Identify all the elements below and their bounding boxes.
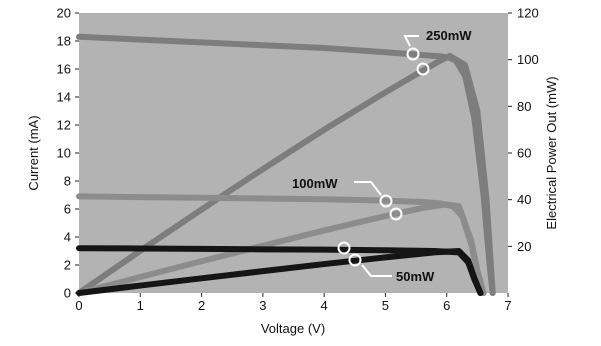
series-label-50mw: 50mW [396,269,435,284]
callout-50mw-marker [337,241,351,255]
series-250mw-power-line [76,52,496,296]
x-tick-label: 2 [198,298,205,313]
x-tick-label: 3 [259,298,266,313]
y-tick-label: 16 [57,62,71,77]
series-50mw-power-line [76,248,484,296]
y2-tick-label: 40 [517,192,531,207]
y-tick-label: 8 [64,174,71,189]
x-axis-ticks: 0 1 2 3 4 5 6 7 [75,293,512,313]
series-callouts: 250mW 100mW 50mW [292,28,472,284]
left-axis-ticks: 0 2 4 6 8 10 12 14 16 18 20 [57,6,79,301]
callout-100mw-marker [389,207,403,221]
y2-tick-label: 80 [517,99,531,114]
x-tick-label: 4 [321,298,328,313]
callout-250mw-marker [416,62,430,76]
series-layer [76,33,496,296]
callout-250mw-leader [403,35,419,47]
x-tick-label: 6 [443,298,450,313]
y2-tick-label: 100 [517,52,539,67]
x-tick-label: 7 [504,298,511,313]
y-tick-label: 2 [64,258,71,273]
callout-50mw-marker [348,253,362,267]
callout-50mw-leader [361,264,392,277]
y-tick-label: 20 [57,6,71,21]
callout-100mw-leader [354,181,382,196]
y2-tick-label: 60 [517,146,531,161]
y-axis-label: Current (mA) [26,115,41,190]
callout-250mw-marker [406,47,420,61]
right-axis-ticks: 20 40 60 80 100 120 [508,6,539,254]
y-tick-label: 4 [64,230,71,245]
series-label-250mw: 250mW [426,28,472,43]
series-100mw-power-line [76,201,487,296]
y-tick-label: 0 [64,286,71,301]
x-tick-label: 0 [75,298,82,313]
y-tick-label: 14 [57,90,71,105]
y-tick-label: 10 [57,146,71,161]
y2-tick-label: 20 [517,239,531,254]
y2-tick-label: 120 [517,6,539,21]
series-label-100mw: 100mW [292,176,338,191]
x-tick-label: 1 [137,298,144,313]
y2-axis-label: Electrical Power Out (mW) [544,76,559,229]
x-tick-label: 5 [382,298,389,313]
y-tick-label: 18 [57,34,71,49]
y-tick-label: 12 [57,118,71,133]
x-axis-label: Voltage (V) [261,321,325,336]
callout-100mw-marker [379,194,393,208]
y-tick-label: 6 [64,202,71,217]
